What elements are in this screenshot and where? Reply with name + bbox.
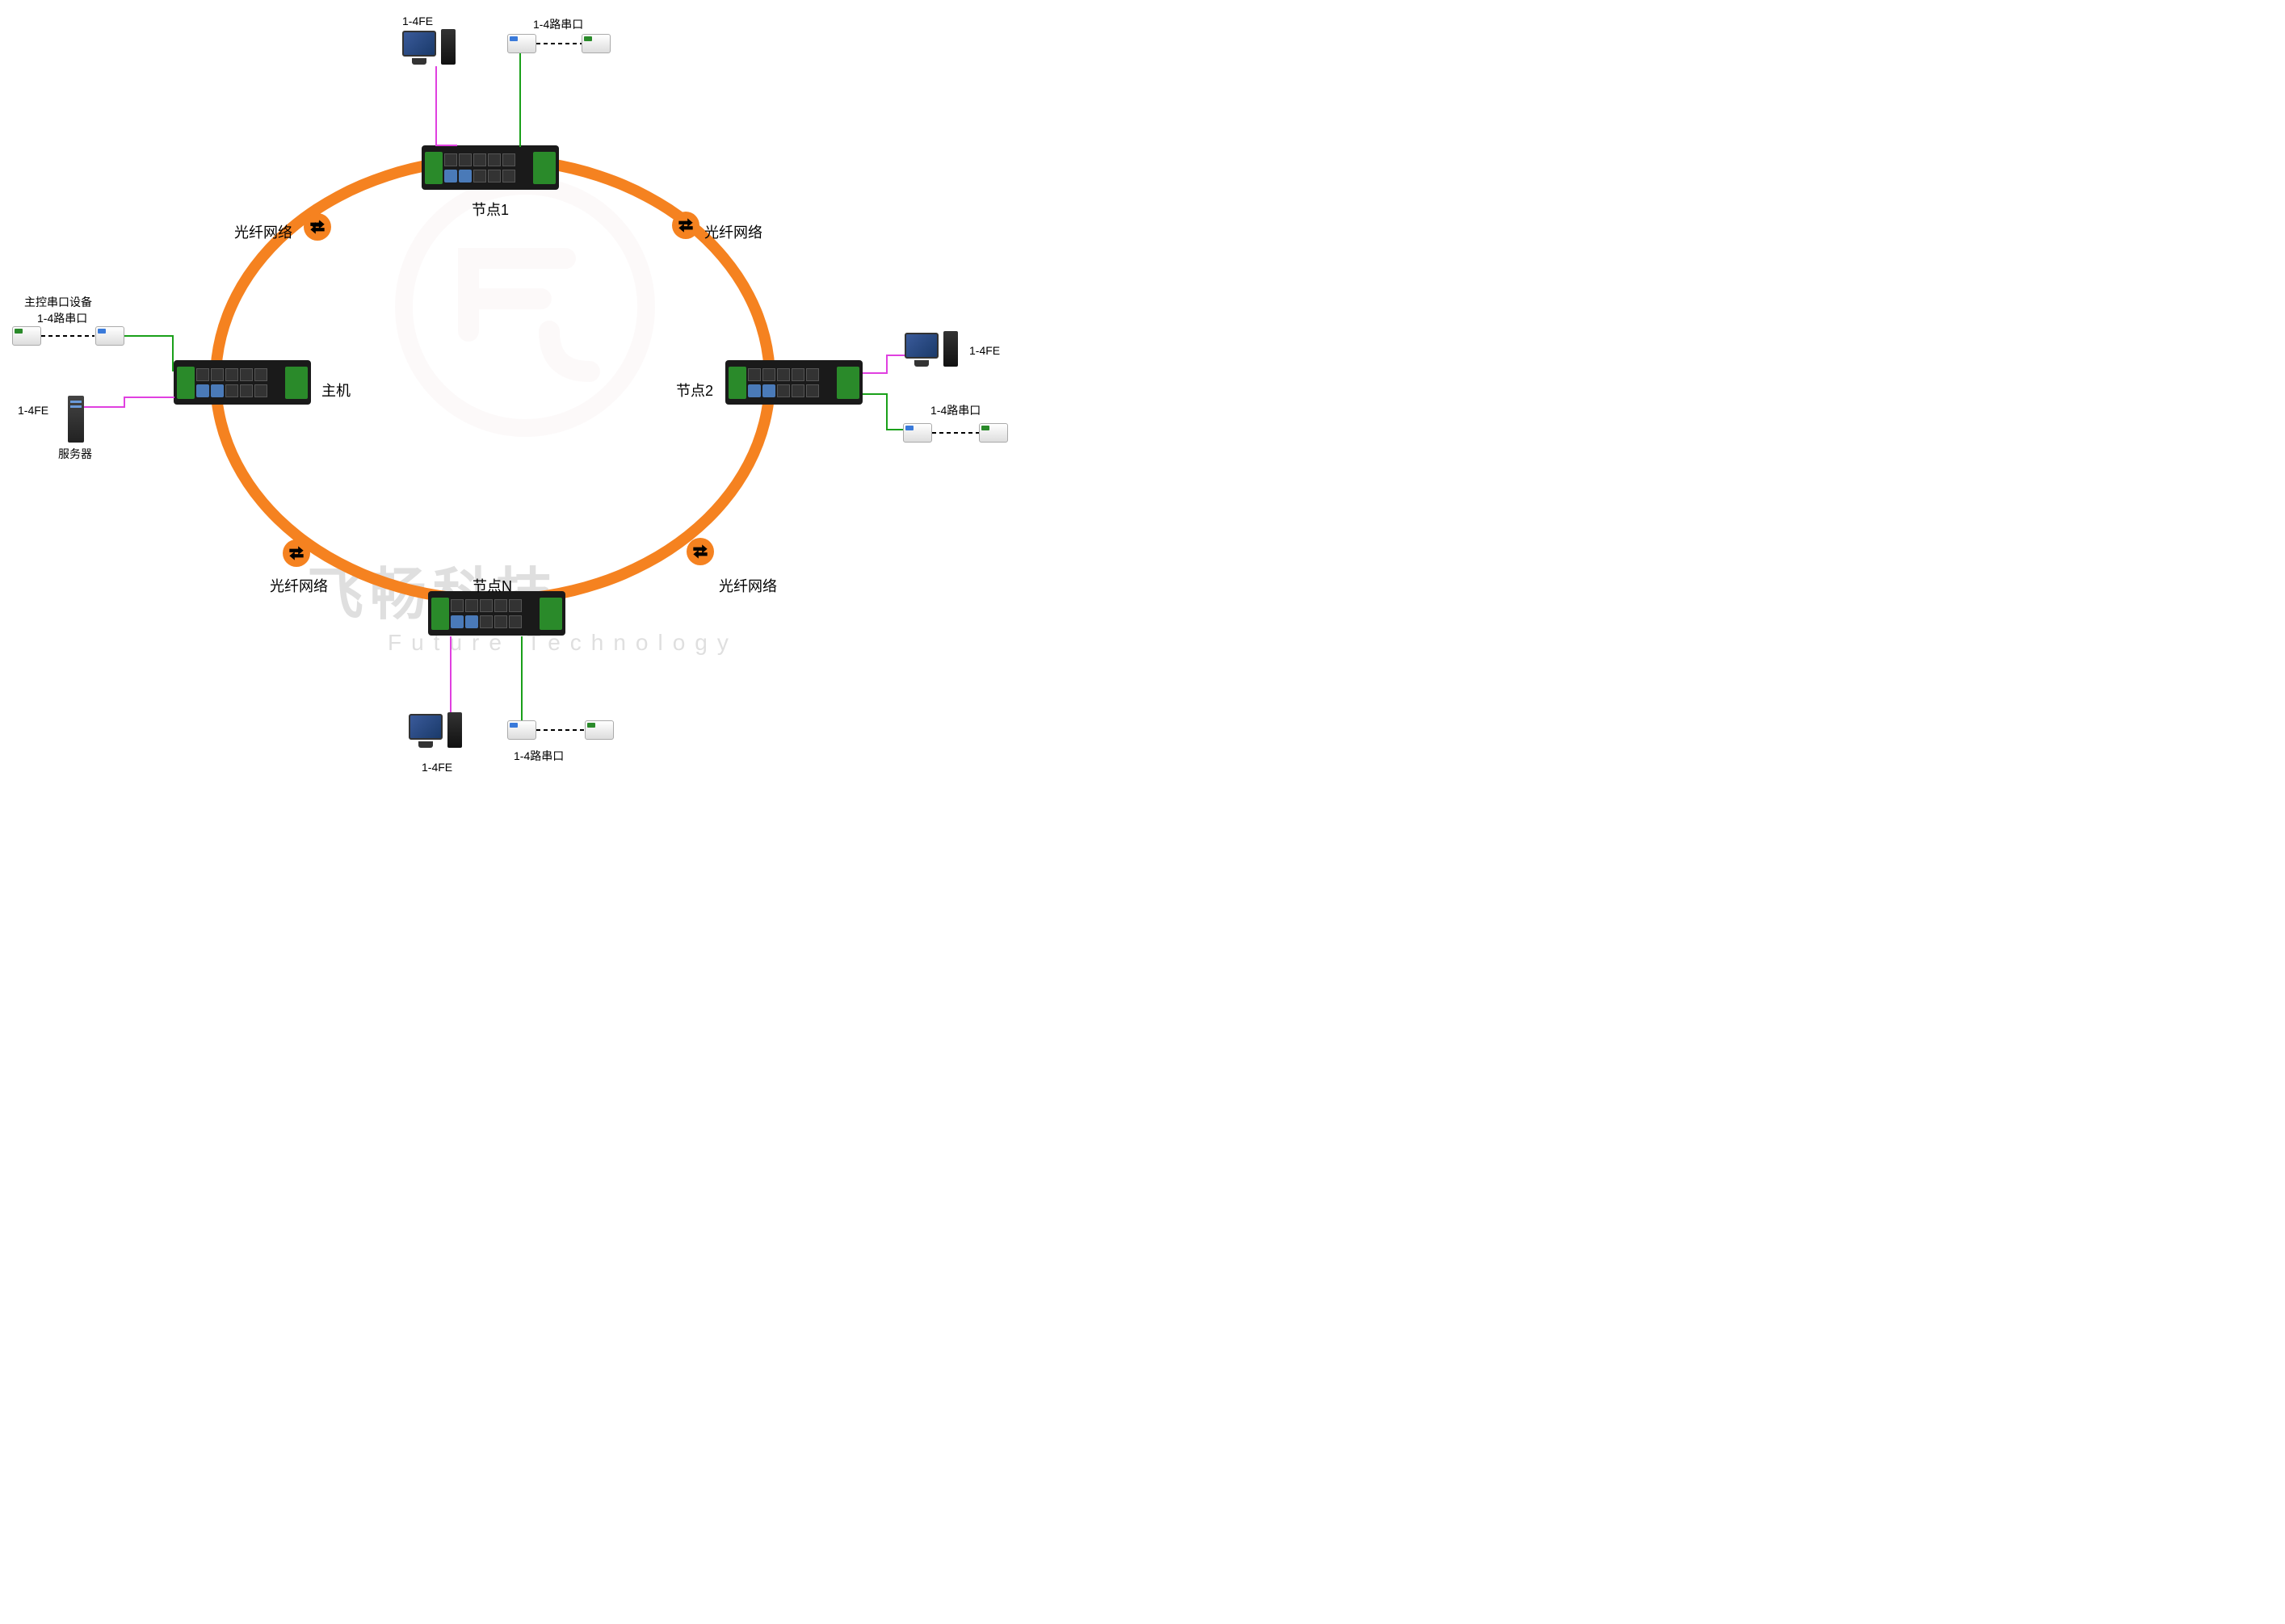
fiber-label-bl: 光纤网络 xyxy=(270,575,328,596)
ring-arrow-icon xyxy=(283,539,310,567)
serial-device-icon xyxy=(507,720,536,740)
serial-device-icon xyxy=(95,326,124,346)
ethernet-link xyxy=(435,66,459,147)
switch-host xyxy=(174,360,311,405)
node1-fe-label: 1-4FE xyxy=(402,15,433,27)
ethernet-link xyxy=(84,396,176,409)
ethernet-link xyxy=(863,354,906,375)
host-label: 主机 xyxy=(321,380,351,401)
dashed-link xyxy=(536,728,585,732)
serial-device-icon xyxy=(507,34,536,53)
switch-nodeN xyxy=(428,591,565,636)
fiber-label-tl: 光纤网络 xyxy=(234,221,292,242)
ring-arrow-icon xyxy=(672,212,699,239)
computer-icon xyxy=(905,329,961,378)
node1-serial-label: 1-4路串口 xyxy=(533,16,583,32)
host-fe-label: 1-4FE xyxy=(18,404,48,417)
serial-link xyxy=(863,392,905,431)
node2-fe-label: 1-4FE xyxy=(969,344,1000,357)
fiber-label-tr: 光纤网络 xyxy=(704,221,762,242)
serial-device-icon xyxy=(585,720,614,740)
ring-arrow-icon xyxy=(304,213,331,241)
nodeN-fe-label: 1-4FE xyxy=(422,761,452,774)
host-serial-label: 1-4路串口 xyxy=(37,310,87,326)
serial-device-icon xyxy=(903,423,932,443)
serial-link xyxy=(517,53,523,147)
serial-device-icon xyxy=(12,326,41,346)
fiber-label-br: 光纤网络 xyxy=(719,575,777,596)
serial-device-icon xyxy=(979,423,1008,443)
nodeN-label: 节点N xyxy=(473,575,512,596)
serial-link xyxy=(124,334,176,373)
node2-label: 节点2 xyxy=(676,380,713,401)
host-server-label: 服务器 xyxy=(58,446,92,462)
ethernet-link xyxy=(447,636,454,712)
dashed-link xyxy=(41,334,95,338)
computer-icon xyxy=(409,711,465,759)
server-icon xyxy=(68,396,84,443)
nodeN-serial-label: 1-4路串口 xyxy=(514,748,564,764)
ring-arrow-icon xyxy=(687,538,714,565)
node2-serial-label: 1-4路串口 xyxy=(930,402,981,418)
dashed-link xyxy=(932,431,979,434)
switch-node2 xyxy=(725,360,863,405)
serial-link xyxy=(519,636,525,720)
dashed-link xyxy=(536,42,582,45)
switch-node1 xyxy=(422,145,559,190)
node1-label: 节点1 xyxy=(472,199,509,220)
serial-device-icon xyxy=(582,34,611,53)
host-serial-title: 主控串口设备 xyxy=(24,294,92,310)
